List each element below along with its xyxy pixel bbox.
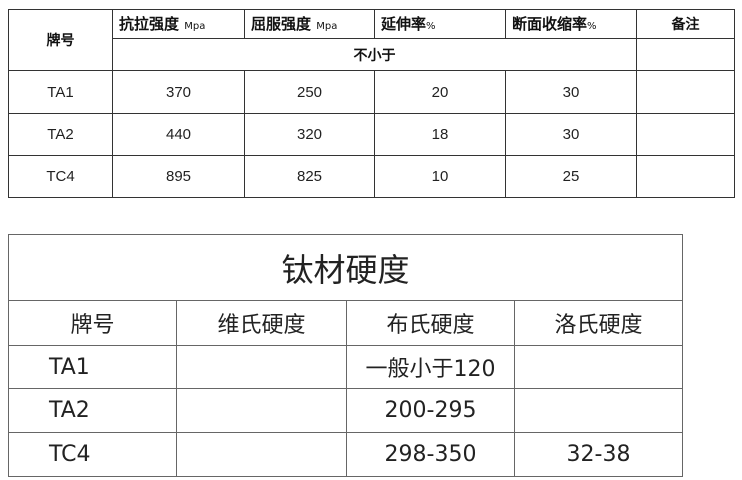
- grade-cell: TC4: [8, 155, 113, 198]
- header-yield: 屈服强度 Mpa: [244, 9, 375, 39]
- yield-cell: 250: [244, 70, 375, 114]
- tensile-cell: 370: [112, 70, 245, 114]
- remark-cell: [636, 70, 735, 114]
- header-grade: 牌号: [8, 300, 177, 346]
- rockwell-cell: [514, 345, 683, 389]
- elongation-cell: 20: [374, 70, 506, 114]
- header-remark: 备注: [636, 9, 735, 39]
- header-vickers: 维氏硬度: [176, 300, 347, 346]
- elongation-cell: 18: [374, 113, 506, 156]
- mechanical-properties-table: 牌号 抗拉强度 Mpa 屈服强度 Mpa 延伸率% 断面收缩率% 备注 不小于 …: [8, 9, 735, 198]
- reduction-cell: 30: [505, 113, 637, 156]
- grade-cell: TA2: [8, 113, 113, 156]
- vickers-cell: [176, 432, 347, 477]
- brinell-cell: 298-350: [346, 432, 515, 477]
- yield-cell: 320: [244, 113, 375, 156]
- grade-cell: TA2: [8, 388, 177, 433]
- grade-cell: TC4: [8, 432, 177, 477]
- tensile-cell: 895: [112, 155, 245, 198]
- header-brinell: 布氏硬度: [346, 300, 515, 346]
- table-row: TC4 298-350 32-38: [8, 432, 683, 477]
- header-reduction: 断面收缩率%: [505, 9, 637, 39]
- header-tensile: 抗拉强度 Mpa: [112, 9, 245, 39]
- brinell-cell: 200-295: [346, 388, 515, 433]
- reduction-cell: 25: [505, 155, 637, 198]
- table-title: 钛材硬度: [8, 234, 683, 301]
- min-note: 不小于: [112, 38, 637, 71]
- hardness-table: 钛材硬度 牌号 维氏硬度 布氏硬度 洛氏硬度 TA1 一般小于120 TA2 2…: [8, 234, 683, 477]
- table-row: TA1 370 250 20 30: [8, 70, 735, 114]
- tensile-cell: 440: [112, 113, 245, 156]
- vickers-cell: [176, 345, 347, 389]
- remark-cell: [636, 155, 735, 198]
- yield-cell: 825: [244, 155, 375, 198]
- brinell-cell: 一般小于120: [346, 345, 515, 389]
- header-grade: 牌号: [8, 9, 113, 71]
- rockwell-cell: 32-38: [514, 432, 683, 477]
- empty-cell: [636, 38, 735, 71]
- vickers-cell: [176, 388, 347, 433]
- rockwell-cell: [514, 388, 683, 433]
- table-row: TA2 200-295: [8, 388, 683, 433]
- elongation-cell: 10: [374, 155, 506, 198]
- table-row: TA1 一般小于120: [8, 345, 683, 389]
- remark-cell: [636, 113, 735, 156]
- grade-cell: TA1: [8, 70, 113, 114]
- grade-cell: TA1: [8, 345, 177, 389]
- table-row: TC4 895 825 10 25: [8, 155, 735, 198]
- header-rockwell: 洛氏硬度: [514, 300, 683, 346]
- table-row: TA2 440 320 18 30: [8, 113, 735, 156]
- header-elongation: 延伸率%: [374, 9, 506, 39]
- reduction-cell: 30: [505, 70, 637, 114]
